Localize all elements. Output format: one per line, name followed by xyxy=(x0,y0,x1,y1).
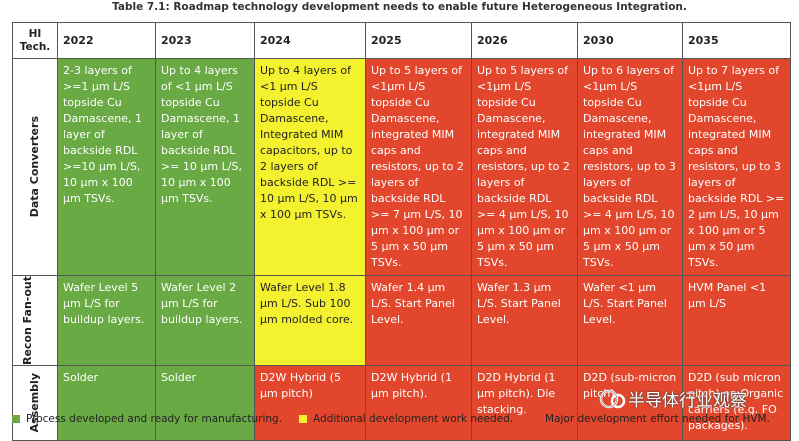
watermark: 半导体行业观察 xyxy=(598,386,747,411)
row-label-cell: Data Converters xyxy=(12,58,58,276)
table-cell: D2D (sub micron pitch) on Organic carrie… xyxy=(682,365,791,441)
legend-text: Additional development work needed. xyxy=(313,413,514,425)
header-cell: 2024 xyxy=(254,22,366,59)
table-row: Assembly Solder Solder D2W Hybrid (5 µm pit… xyxy=(12,365,791,441)
row-label: Recon Fan-out xyxy=(21,276,34,366)
table-cell: Solder xyxy=(57,365,156,441)
table-body: Data Converters 2-3 layers of >=1 µm L/S … xyxy=(12,58,791,441)
row-label: Data Converters xyxy=(28,116,41,218)
header-cell: 2025 xyxy=(365,22,472,59)
legend-item: Additional development work needed. xyxy=(299,412,513,426)
header-cell: 2026 xyxy=(471,22,578,59)
table-cell: D2W Hybrid (1 µm pitch). xyxy=(365,365,472,441)
legend-swatch xyxy=(299,415,307,423)
table-cell: Up to 7 layers of <1µm L/S topside Cu Da… xyxy=(682,58,791,276)
table-cell: Up to 4 layers of <1 µm L/S topside Cu D… xyxy=(155,58,255,276)
legend-swatch xyxy=(531,415,539,423)
table-cell: Solder xyxy=(155,365,255,441)
legend-item: Process developed and ready for manufact… xyxy=(12,412,282,426)
table-cell: Up to 5 layers of <1µm L/S topside Cu Da… xyxy=(471,58,578,276)
legend-text: Major development effort needed for HVM. xyxy=(545,413,770,425)
header-cell: 2035 xyxy=(682,22,791,59)
table-row: Data Converters 2-3 layers of >=1 µm L/S … xyxy=(12,58,791,276)
legend-item: Major development effort needed for HVM. xyxy=(531,412,770,426)
row-label-cell: Recon Fan-out xyxy=(12,274,58,367)
watermark-text: 半导体行业观察 xyxy=(628,391,747,411)
roadmap-table: HI Tech. 2022 2023 2024 2025 2026 2030 2035 Dat… xyxy=(12,22,791,441)
header-cell: HI Tech. xyxy=(12,22,58,59)
table-cell: D2D (sub-micron pitch). xyxy=(577,365,683,441)
table-cell: Wafer Level 1.8 µm L/S. Sub 100 µm molde… xyxy=(254,274,366,367)
table-cell: Up to 5 layers of <1µm L/S topside Cu Da… xyxy=(365,58,472,276)
table-cell: Up to 4 layers of <1 µm L/S topside Cu D… xyxy=(254,58,366,276)
legend: Process developed and ready for manufact… xyxy=(12,412,792,428)
table-cell: D2D Hybrid (1 µm pitch). Die stacking. xyxy=(471,365,578,441)
header-cell: 2022 xyxy=(57,22,156,59)
table-cell: HVM Panel <1 µm L/S xyxy=(682,274,791,367)
table-cell: Up to 6 layers of <1µm L/S topside Cu Da… xyxy=(577,58,683,276)
row-label-cell: Assembly xyxy=(12,365,58,441)
header-cell: 2030 xyxy=(577,22,683,59)
header-cell: 2023 xyxy=(155,22,255,59)
table-cell: D2W Hybrid (5 µm pitch) xyxy=(254,365,366,441)
table-cell: Wafer Level 2 µm L/S for buildup layers. xyxy=(155,274,255,367)
table-cell: Wafer 1.4 µm L/S. Start Panel Level. xyxy=(365,274,472,367)
table-cell: Wafer 1.3 µm L/S. Start Panel Level. xyxy=(471,274,578,367)
table-cell: Wafer Level 5 µm L/S for buildup layers. xyxy=(57,274,156,367)
table-cell: Wafer <1 µm L/S. Start Panel Level. xyxy=(577,274,683,367)
legend-swatch xyxy=(12,415,20,423)
table-row: Recon Fan-out Wafer Level 5 µm L/S for bu… xyxy=(12,274,791,367)
watermark-icon xyxy=(599,389,626,408)
legend-text: Process developed and ready for manufact… xyxy=(26,413,283,425)
header-row: HI Tech. 2022 2023 2024 2025 2026 2030 2035 xyxy=(12,22,791,59)
table-title: Table 7.1: Roadmap technology developmen… xyxy=(112,1,687,13)
table-cell: 2-3 layers of >=1 µm L/S topside Cu Dama… xyxy=(57,58,156,276)
